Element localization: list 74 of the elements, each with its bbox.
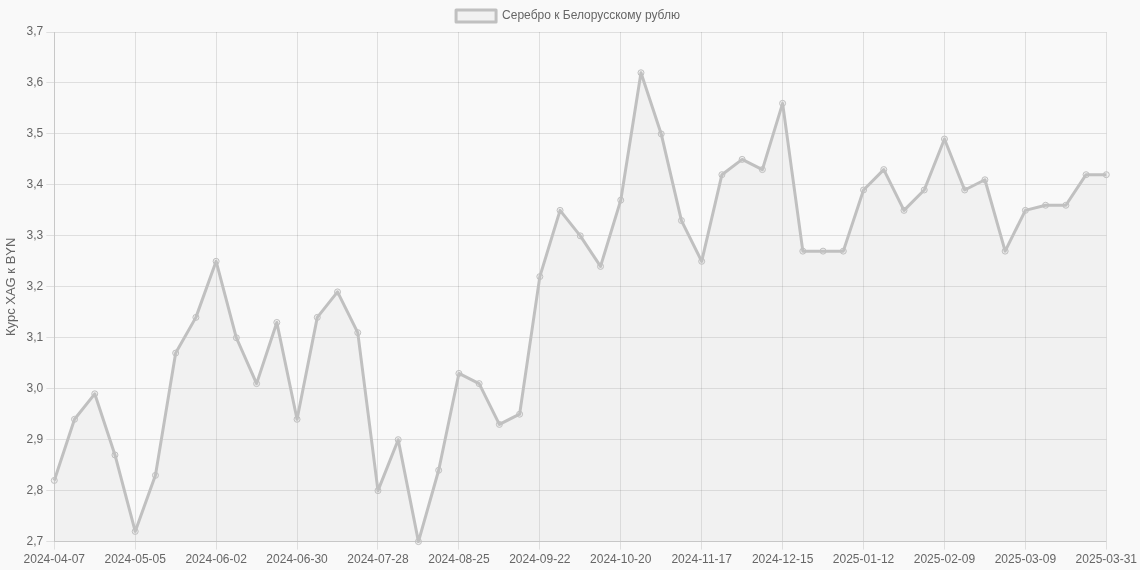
point xyxy=(718,171,726,179)
point xyxy=(111,451,119,459)
x-tick-label: 2024-12-15 xyxy=(751,552,814,567)
point xyxy=(354,329,362,337)
point xyxy=(495,420,503,428)
point xyxy=(394,436,402,444)
y-tick-label: 3,1 xyxy=(26,330,44,345)
point xyxy=(273,318,281,326)
point xyxy=(981,176,989,184)
x-tick-label: 2024-10-20 xyxy=(590,552,652,567)
point xyxy=(374,487,382,495)
point xyxy=(293,415,301,423)
x-tick-label: 2025-01-12 xyxy=(832,552,895,567)
point xyxy=(900,206,908,214)
point xyxy=(738,155,746,163)
point xyxy=(1102,171,1110,179)
point xyxy=(657,130,665,138)
point xyxy=(455,369,463,377)
y-tick-label: 2,8 xyxy=(26,482,44,497)
x-tick-label: 2025-03-09 xyxy=(994,552,1057,567)
point xyxy=(677,217,685,225)
point xyxy=(192,313,200,321)
y-tick-label: 2,9 xyxy=(26,431,44,446)
y-tick-label: 3,4 xyxy=(26,177,44,192)
point xyxy=(1062,201,1070,209)
x-tick-label: 2024-11-17 xyxy=(671,552,733,567)
x-tick-label: 2024-08-25 xyxy=(428,552,490,567)
point xyxy=(334,288,342,296)
point xyxy=(617,196,625,204)
point xyxy=(961,186,969,194)
y-tick-label: 3,7 xyxy=(26,24,44,39)
y-tick-label: 3,0 xyxy=(26,381,44,396)
point xyxy=(212,257,220,265)
point xyxy=(1082,171,1090,179)
point xyxy=(576,232,584,240)
y-tick-label: 3,5 xyxy=(26,126,44,141)
point xyxy=(799,247,807,255)
point xyxy=(860,186,868,194)
legend-label: Серебро к Белорусскому рублю xyxy=(502,8,680,23)
point xyxy=(556,206,564,214)
point xyxy=(414,538,422,546)
point xyxy=(839,247,847,255)
point xyxy=(758,166,766,174)
point xyxy=(151,471,159,479)
point xyxy=(71,415,79,423)
point xyxy=(313,313,321,321)
point xyxy=(253,380,261,388)
point xyxy=(920,186,928,194)
y-tick-label: 3,3 xyxy=(26,228,44,243)
y-axis-title: Курс XAG к BYN xyxy=(3,237,19,336)
point xyxy=(50,476,58,484)
y-tick-label: 2,7 xyxy=(26,533,44,548)
point xyxy=(232,334,240,342)
point xyxy=(172,349,180,357)
point xyxy=(637,69,645,77)
x-tick-label: 2024-06-02 xyxy=(185,552,248,567)
point xyxy=(536,273,544,281)
point xyxy=(1042,201,1050,209)
point xyxy=(880,166,888,174)
point xyxy=(516,410,524,418)
point xyxy=(779,99,787,107)
x-tick-label: 2025-03-31 xyxy=(1075,552,1138,567)
point xyxy=(1021,206,1029,214)
point xyxy=(475,380,483,388)
x-tick-label: 2025-02-09 xyxy=(913,552,976,567)
x-tick-label: 2024-04-07 xyxy=(23,552,86,567)
x-tick-label: 2024-07-28 xyxy=(347,552,409,567)
x-tick-label: 2024-05-05 xyxy=(104,552,167,567)
y-tick-label: 3,2 xyxy=(26,279,44,294)
y-tick-label: 3,6 xyxy=(26,75,44,90)
point xyxy=(819,247,827,255)
x-tick-label: 2024-06-30 xyxy=(266,552,329,567)
x-tick-label: 2024-09-22 xyxy=(509,552,571,567)
point xyxy=(435,466,443,474)
